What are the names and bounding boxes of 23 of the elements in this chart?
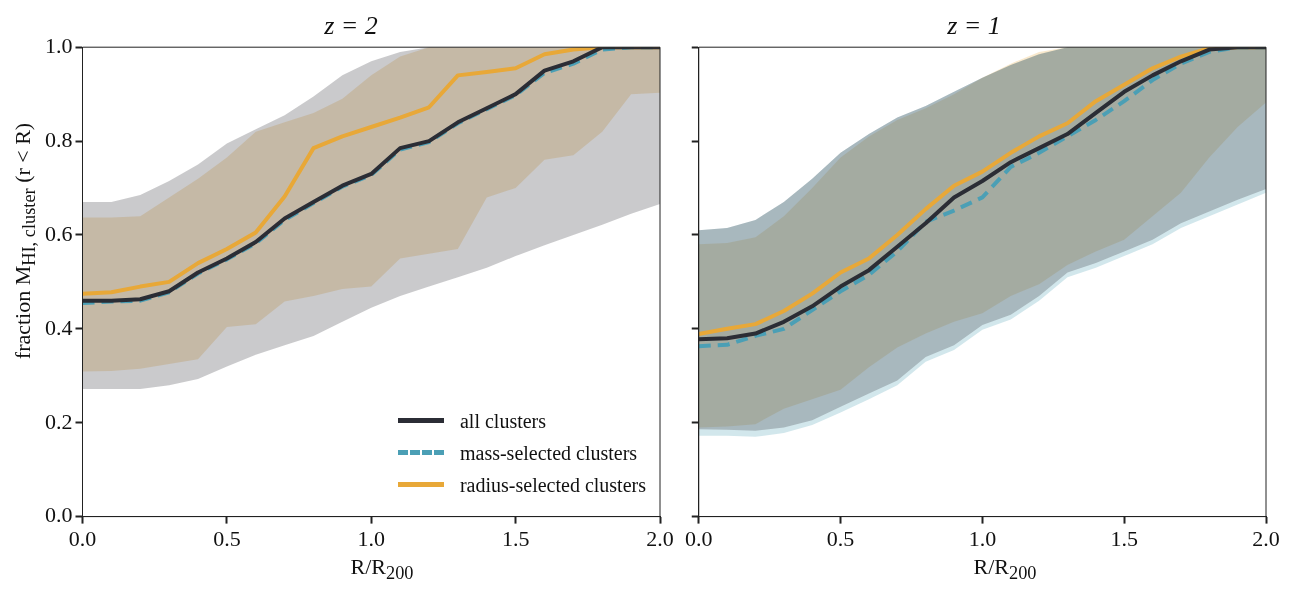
x-tick-label: 0.5 xyxy=(826,525,855,551)
x-tick-label: 2.0 xyxy=(646,525,674,551)
legend-label: mass-selected clusters xyxy=(459,440,638,466)
y-tick-label: 1.0 xyxy=(45,32,73,58)
y-tick-label: 0.6 xyxy=(45,220,73,246)
x-tick-label: 1.0 xyxy=(968,525,997,551)
x-axis-title: R/R$_{200}$ xyxy=(349,554,415,585)
x-tick-label: 0.5 xyxy=(213,525,241,551)
x-tick-label: 2.0 xyxy=(1252,525,1280,551)
x-tick-label: 0.0 xyxy=(68,525,97,551)
y-tick-label: 0.0 xyxy=(45,502,73,528)
legend-label: radius-selected clusters xyxy=(459,472,646,498)
x-tick-label: 0.0 xyxy=(685,525,713,551)
chart-title: z = 2 xyxy=(323,11,378,41)
x-tick-label: 1.5 xyxy=(1110,525,1138,551)
chart-title: z = 1 xyxy=(946,11,1001,41)
x-axis-title: R/R$_{200}$ xyxy=(972,554,1038,585)
y-tick-label: 0.8 xyxy=(45,126,73,152)
legend-label: all clusters xyxy=(459,408,547,434)
y-tick-label: 0.2 xyxy=(45,408,73,434)
x-tick-label: 1.5 xyxy=(501,525,530,551)
y-tick-label: 0.4 xyxy=(45,314,73,340)
x-tick-label: 1.0 xyxy=(357,525,385,551)
